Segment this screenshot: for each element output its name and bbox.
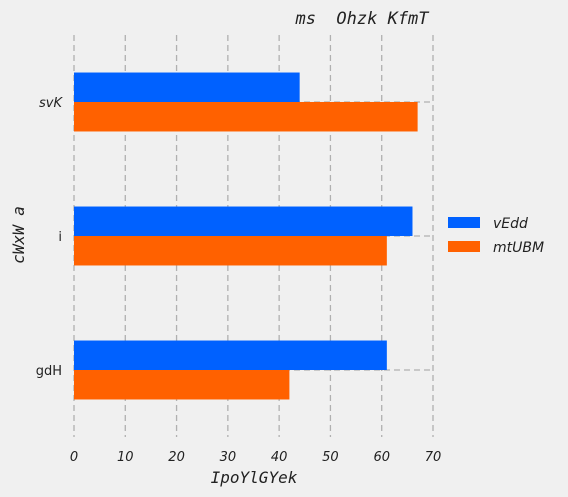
legend-label-series-1: vEdd [493,216,528,232]
y-tick-label: i [58,230,62,245]
x-tick-label: 40 [271,450,288,465]
bar-vEdd-svK [74,72,300,102]
x-tick-label: 30 [220,450,237,465]
legend: vEdd mtUBM [448,216,544,256]
legend-label-series-2: mtUBM [493,240,544,256]
legend-swatch-series-2 [448,241,480,252]
legend-swatch-series-1 [448,217,480,228]
y-axis-label: cWxW a [9,206,28,264]
y-tick-label: gdH [36,364,62,379]
x-tick-label: 10 [117,450,134,465]
bar-vEdd-i [74,206,413,236]
x-tick-labels: 0 10 20 30 40 50 60 70 [70,450,441,465]
x-tick-label: 70 [425,450,442,465]
chart-title: ms Ohzk KfmT [294,9,430,29]
bar-mtUBM-svK [74,102,418,132]
x-tick-label: 50 [322,450,339,465]
bar-mtUBM-i [74,236,387,266]
bar-mtUBM-gdH [74,370,290,400]
bars [74,72,418,400]
y-tick-labels: gdH i svK [36,96,64,379]
bar-vEdd-gdH [74,340,387,370]
x-axis-label: IpoYlGYek [211,468,298,487]
y-tick-label: svK [39,96,63,111]
x-tick-label: 20 [168,450,185,465]
x-tick-label: 0 [70,450,78,465]
x-tick-label: 60 [373,450,390,465]
